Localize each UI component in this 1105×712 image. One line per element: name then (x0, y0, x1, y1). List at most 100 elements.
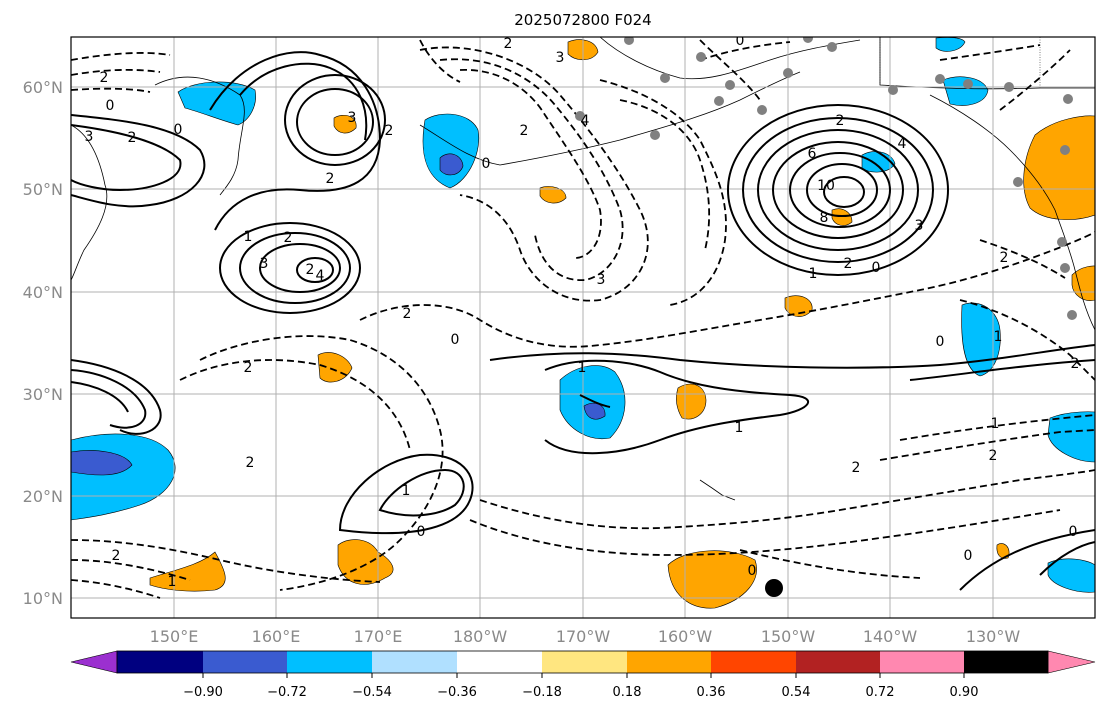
contour-label: 3 (597, 272, 606, 288)
contour-label: 4 (316, 268, 325, 284)
colorbar: −0.90 −0.72 −0.54 −0.36 −0.18 0.18 0.36 … (70, 650, 1096, 700)
contour-label: 1 (402, 483, 411, 499)
contour-label: 0 (964, 548, 973, 564)
colorbar-max-extend (1047, 650, 1096, 674)
colorbar-segment (627, 651, 711, 673)
contour-label: 0 (417, 524, 426, 540)
negative-anomaly-patch (942, 76, 989, 106)
contour-label: 0 (106, 98, 115, 114)
positive-anomaly-patch (539, 186, 567, 204)
lon-label: 130°W (966, 627, 1021, 646)
contour-label: 2 (844, 256, 853, 272)
lat-label: 30°N (23, 385, 63, 404)
colorbar-segment (880, 651, 964, 673)
contour-label: 0 (872, 260, 881, 276)
lat-label: 40°N (23, 283, 63, 302)
lat-label: 50°N (23, 180, 63, 199)
contour-label: 2 (112, 548, 121, 564)
contour-label: 0 (1069, 524, 1078, 540)
strong-negative-patch (583, 403, 606, 420)
positive-anomaly-patch (831, 208, 853, 226)
contour-label: 2 (1071, 356, 1080, 372)
negative-anomaly-patch (861, 151, 896, 173)
colorbar-tick-label: 0.90 (950, 685, 979, 700)
colorbar-tick-label: −0.90 (183, 685, 223, 700)
colorbar-segment (711, 651, 796, 673)
colorbar-tick-label: −0.54 (352, 685, 392, 700)
contour-label: 1 (809, 266, 818, 282)
positive-anomaly-patch (1023, 115, 1095, 220)
colorbar-tick-label: −0.36 (437, 685, 477, 700)
contour-label: 4 (898, 136, 907, 152)
colorbar-tick-label: 0.36 (697, 685, 726, 700)
positive-anomaly-patch (333, 115, 357, 134)
lat-label: 60°N (23, 78, 63, 97)
contour-label: 0 (748, 563, 757, 579)
contour-label: 8 (820, 210, 829, 226)
latitude-labels: 10°N 20°N 30°N 40°N 50°N 60°N (23, 78, 63, 608)
contour-label: 3 (85, 129, 94, 145)
lon-label: 150°W (761, 627, 816, 646)
contour-label: 2 (403, 306, 412, 322)
colorbar-tick-label: 0.18 (613, 685, 642, 700)
lon-label: 180°W (453, 627, 508, 646)
contour-label: 2 (284, 230, 293, 246)
contour-label: 0 (736, 33, 745, 49)
station-markers (575, 37, 1077, 320)
colorbar-tick-label: −0.18 (522, 685, 562, 700)
positive-anomaly-patch (676, 383, 707, 420)
colorbar-segment (964, 651, 1048, 673)
colorbar-min-extend (70, 650, 118, 674)
contour-label: 3 (348, 110, 357, 126)
contour-label: 2 (385, 123, 394, 139)
negative-anomaly-patch (1047, 558, 1095, 593)
colorbar-tick-label: 0.54 (782, 685, 811, 700)
contour-label: 1 (735, 420, 744, 436)
longitude-labels: 150°E 160°E 170°E 180°W 170°W 160°W 150°… (150, 627, 1021, 646)
strong-negative-patch (439, 153, 464, 176)
contour-label: 2 (246, 455, 255, 471)
positive-anomaly-patch (996, 543, 1010, 559)
contour-label: 2 (326, 171, 335, 187)
colorbar-segment (203, 651, 287, 673)
colorbar-segment (372, 651, 457, 673)
colorbar-segment (457, 651, 542, 673)
lon-label: 140°W (863, 627, 918, 646)
lat-label: 20°N (23, 487, 63, 506)
contour-label: 2 (504, 36, 513, 52)
positive-anomaly-patch (667, 550, 757, 609)
contour-label: 10 (817, 178, 835, 194)
contour-label: 0 (936, 334, 945, 350)
contour-label: 6 (808, 146, 817, 162)
colorbar-outline (116, 650, 1049, 674)
contour-label: 2 (244, 360, 253, 376)
contour-label: 4 (581, 113, 590, 129)
lon-label: 160°E (252, 627, 301, 646)
shaded-anomaly-fields (71, 37, 1095, 609)
negative-anomaly-patch (422, 113, 480, 189)
lon-label: 170°E (354, 627, 403, 646)
negative-contours (71, 39, 1095, 599)
lat-label: 10°N (23, 589, 63, 608)
contour-label: 2 (128, 130, 137, 146)
lon-label: 150°E (150, 627, 199, 646)
positive-anomaly-patch (149, 551, 226, 592)
contour-label: 0 (174, 122, 183, 138)
colorbar-segment (117, 651, 203, 673)
lon-label: 160°W (658, 627, 713, 646)
contour-label: 1 (578, 360, 587, 376)
contour-label: 3 (556, 50, 565, 66)
colorbar-segment (796, 651, 880, 673)
negative-anomaly-patch (1047, 411, 1095, 463)
colorbar-segment (287, 651, 372, 673)
lon-label: 170°W (556, 627, 611, 646)
contour-label: 1 (244, 229, 253, 245)
graticule (71, 37, 1095, 618)
contour-label: 2 (306, 262, 315, 278)
map-frame (70, 36, 1096, 619)
positive-anomaly-patch (337, 539, 394, 585)
colorbar-ticks (202, 673, 965, 678)
contour-label: 1 (991, 416, 1000, 432)
contour-label: 1 (994, 329, 1003, 345)
